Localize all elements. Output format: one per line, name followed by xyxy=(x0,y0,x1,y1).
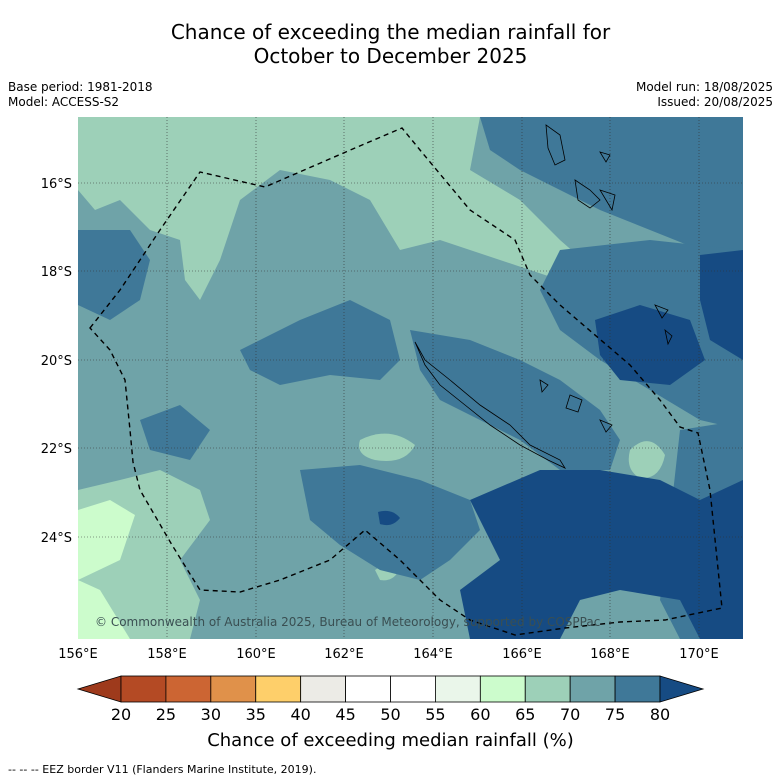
band-65-70-center xyxy=(359,433,415,461)
colorbar-arrow-low xyxy=(76,675,122,703)
colorbar-tick-label: 80 xyxy=(650,705,670,724)
colorbar-tick-label: 60 xyxy=(470,705,490,724)
colorbar-swatch xyxy=(255,675,302,703)
band-60-65-sw xyxy=(78,580,130,639)
colorbar-tick-label: 75 xyxy=(605,705,625,724)
colorbar-swatch xyxy=(345,675,391,703)
colorbar-tick-label: 35 xyxy=(246,705,266,724)
lon-tick: 156°E xyxy=(58,647,98,662)
title-line-2: October to December 2025 xyxy=(253,44,528,68)
colorbar-swatch xyxy=(120,675,167,703)
meta-right: Model run: 18/08/2025 Issued: 20/08/2025 xyxy=(636,80,773,110)
lat-tick: 22°S xyxy=(41,442,72,457)
band-65-70-north xyxy=(78,117,600,300)
colorbar-swatch xyxy=(569,675,616,703)
colorbar-swatch xyxy=(390,675,436,703)
lon-tick: 166°E xyxy=(502,647,542,662)
colorbar-tick-label: 50 xyxy=(380,705,400,724)
model-run: Model run: 18/08/2025 xyxy=(635,80,773,94)
band-75-80-west xyxy=(78,230,150,320)
colorbar-tick-label: 70 xyxy=(560,705,580,724)
lon-tick: 170°E xyxy=(679,647,719,662)
new-caledonia-coast xyxy=(414,341,567,469)
band-65-70-east xyxy=(628,441,665,479)
band-80-south xyxy=(460,470,743,639)
vanuatu-islands-coast xyxy=(574,151,616,212)
colorbar-swatch xyxy=(210,675,257,703)
band-80-small xyxy=(378,510,400,526)
colorbar-tick-label: 45 xyxy=(335,705,355,724)
map-title: Chance of exceeding the median rainfall … xyxy=(0,20,781,68)
lon-tick: 160°E xyxy=(236,647,276,662)
model-name: Model: ACCESS-S2 xyxy=(8,95,120,109)
eez-border xyxy=(89,127,723,636)
lat-tick: 18°S xyxy=(41,265,72,280)
graticule xyxy=(78,117,743,639)
copyright-notice: © Commonwealth of Australia 2025, Bureau… xyxy=(95,615,600,629)
lon-axis: 156°E 158°E 160°E 162°E 164°E 166°E 168°… xyxy=(58,647,719,662)
lat-tick: 24°S xyxy=(41,531,72,546)
band-75-80-ne xyxy=(480,117,743,250)
lon-tick: 168°E xyxy=(590,647,630,662)
base-period: Base period: 1981-2018 xyxy=(8,80,153,94)
colorbar-arrow-high xyxy=(659,675,705,703)
vanuatu-north-coast xyxy=(545,124,566,166)
lon-tick: 162°E xyxy=(324,647,364,662)
band-80-east xyxy=(595,305,705,385)
band-80-ne xyxy=(700,250,743,360)
colorbar-tick-label: 55 xyxy=(425,705,445,724)
title-line-1: Chance of exceeding the median rainfall … xyxy=(170,20,611,44)
band-60-65-west xyxy=(78,500,135,580)
eez-footnote: -- -- -- EEZ border V11 (Flanders Marine… xyxy=(8,763,317,776)
colorbar-swatch xyxy=(300,675,346,703)
loyalty-islands-coast xyxy=(539,304,673,433)
rainfall-field xyxy=(78,117,743,639)
meta-left: Base period: 1981-2018 Model: ACCESS-S2 xyxy=(8,80,153,110)
colorbar-tick-label: 40 xyxy=(290,705,310,724)
colorbar-labels: 20 25 30 35 40 45 50 55 60 65 70 75 80 xyxy=(111,705,670,724)
lat-axis: 16°S 18°S 20°S 22°S 24°S xyxy=(41,177,72,546)
lat-tick: 16°S xyxy=(41,177,72,192)
colorbar-title: Chance of exceeding median rainfall (%) xyxy=(207,730,574,751)
colorbar-tick-label: 25 xyxy=(156,705,176,724)
band-75-80-center xyxy=(240,300,400,385)
colorbar-tick-label: 20 xyxy=(111,705,131,724)
colorbar xyxy=(76,675,705,703)
colorbar-swatch xyxy=(479,675,526,703)
colorbar-swatch xyxy=(165,675,212,703)
colorbar-swatch xyxy=(524,675,571,703)
lon-tick: 164°E xyxy=(413,647,453,662)
colorbar-tick-label: 30 xyxy=(201,705,221,724)
colorbar-tick-label: 65 xyxy=(515,705,535,724)
lat-tick: 20°S xyxy=(41,354,72,369)
colorbar-swatch xyxy=(435,675,481,703)
band-75-80-sw xyxy=(140,405,210,460)
band-75-80-newcal xyxy=(410,330,620,470)
issued-date: Issued: 20/08/2025 xyxy=(657,95,773,109)
colorbar-swatch xyxy=(614,675,661,703)
lon-tick: 158°E xyxy=(147,647,187,662)
